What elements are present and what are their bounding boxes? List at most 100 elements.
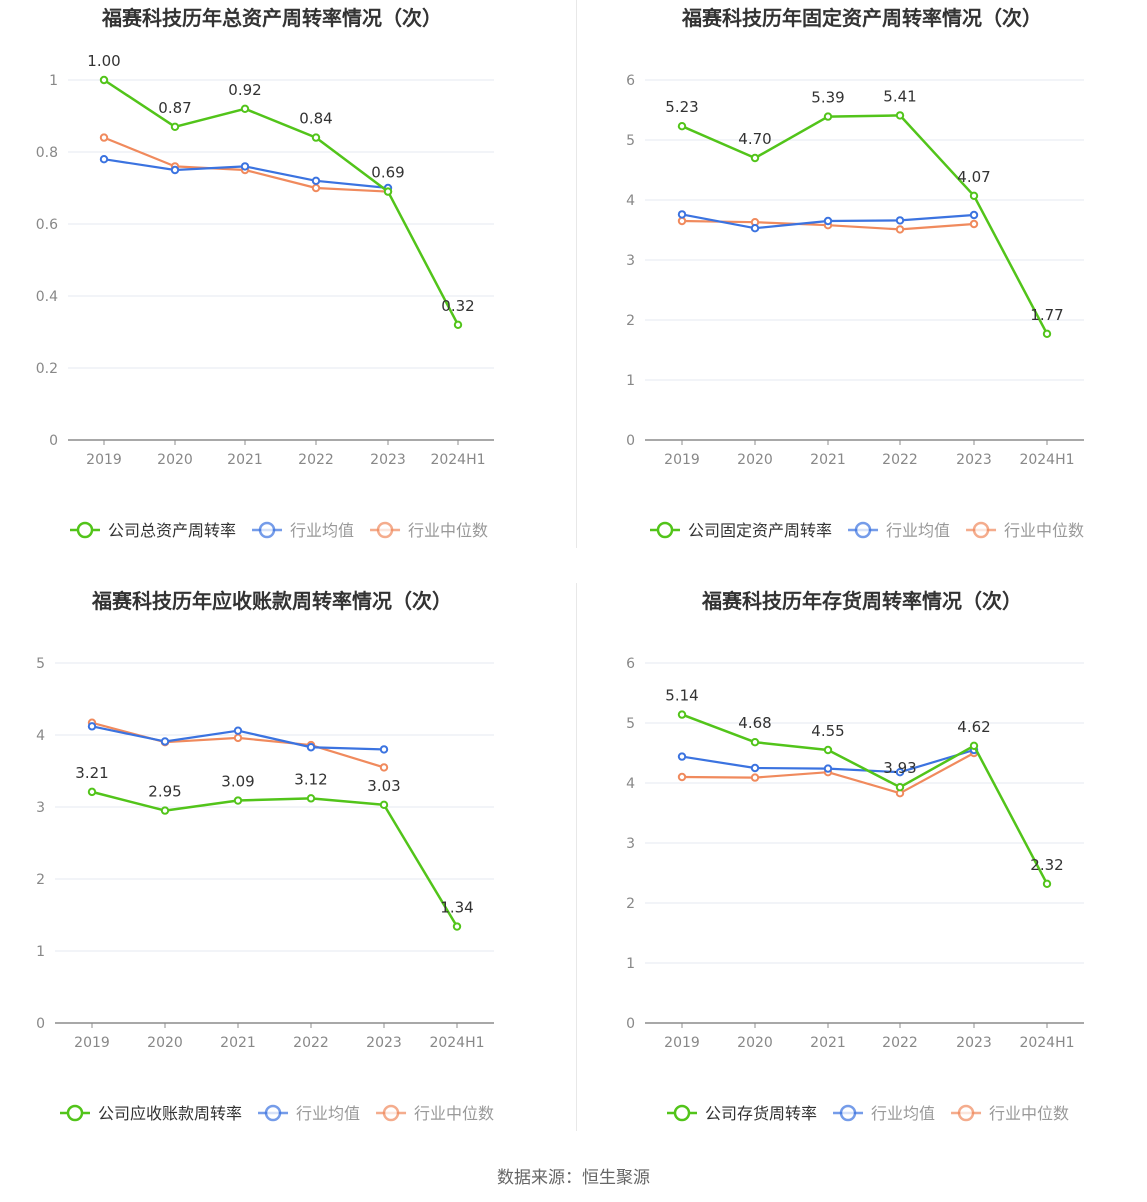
legend-marker: [839, 1104, 857, 1122]
data-point-median: [379, 763, 389, 772]
chart-4: 福赛科技历年存货周转率情况（次） 0 1 2 3 4 5 6 2019 2020 2021 2022 2…: [626, 589, 1084, 1123]
legend-item-median: 行业中位数: [966, 521, 1084, 540]
data-label: 5.14: [665, 687, 698, 705]
y-tick-label: 4: [626, 776, 635, 792]
data-label: 5.39: [811, 89, 844, 107]
series-line-company: [681, 713, 1049, 885]
data-point-company: [895, 111, 905, 120]
data-label: 5.41: [883, 87, 916, 105]
data-point-median: [233, 733, 243, 743]
legend-marker: [972, 521, 990, 539]
data-point-avg: [823, 216, 833, 226]
data-point-median: [895, 225, 905, 234]
series-avg: [99, 155, 393, 193]
y-tick-label: 3: [626, 253, 635, 269]
legend-item-median: 行业中位数: [376, 1104, 494, 1123]
x-tick-label: 2023: [956, 1035, 992, 1051]
data-point-company: [823, 745, 833, 755]
legend-item-company: 公司固定资产周转率: [650, 521, 832, 540]
chart-2: 福赛科技历年固定资产周转率情况（次） 0 1 2 3 4 5 6 2019 2020 2021 202…: [626, 6, 1084, 540]
legend-label: 行业中位数: [1004, 521, 1084, 540]
legend-label: 公司应收账款周转率: [98, 1104, 242, 1123]
x-tick-label: 2020: [737, 1035, 773, 1051]
y-tick-label: 0: [626, 433, 635, 449]
data-point-avg: [677, 752, 687, 761]
data-point-avg: [240, 162, 250, 171]
y-tick-label: 0: [36, 1016, 45, 1032]
data-source-note: 数据来源：恒生聚源: [497, 1168, 650, 1188]
legend-item-median: 行业中位数: [951, 1104, 1069, 1123]
x-tick-label: 2019: [86, 452, 122, 468]
legend-marker: [258, 521, 276, 539]
data-point-company: [383, 187, 393, 196]
data-point-company: [677, 710, 687, 719]
y-tick-label: 0.4: [36, 289, 58, 305]
data-point-company: [823, 112, 833, 121]
data-label: 0.92: [228, 81, 261, 99]
data-label: 4.07: [957, 168, 990, 186]
legend-marker: [66, 1104, 84, 1122]
series-company: 5.14 4.68 4.55 3.93 4.62 2.32: [665, 687, 1064, 888]
chart-1: 福赛科技历年总资产周转率情况（次） 0 0.2 0.4 0.6 0.8 1 2019 2020 2…: [36, 6, 494, 540]
legend-label: 行业中位数: [989, 1104, 1069, 1123]
legend-label: 行业均值: [290, 521, 354, 540]
y-tick-label: 2: [36, 872, 45, 888]
data-point-company: [306, 794, 316, 803]
data-point-company: [969, 741, 979, 750]
data-label: 5.23: [665, 98, 698, 116]
data-point-company: [969, 191, 979, 201]
legend-label: 行业均值: [296, 1104, 360, 1123]
data-point-company: [1042, 329, 1052, 338]
data-point-median: [677, 772, 687, 782]
legend-label: 行业中位数: [408, 521, 488, 540]
data-label: 4.62: [957, 718, 990, 736]
legend-marker: [76, 521, 94, 539]
data-label: 4.70: [738, 130, 771, 148]
legend: 公司固定资产周转率 行业均值 行业中位数: [650, 521, 1084, 540]
series-line-company: [681, 114, 1049, 335]
data-point-company: [453, 320, 463, 329]
data-point-median: [311, 183, 321, 193]
legend: 公司应收账款周转率 行业均值 行业中位数: [60, 1104, 494, 1123]
series-avg: [677, 745, 979, 777]
data-point-company: [895, 783, 905, 792]
y-tick-label: 0: [626, 1016, 635, 1032]
y-tick-label: 0: [49, 433, 58, 449]
data-point-avg: [750, 224, 760, 233]
data-label: 3.21: [75, 764, 108, 782]
data-point-company: [240, 104, 250, 114]
data-point-avg: [233, 726, 243, 735]
data-label: 3.93: [883, 759, 916, 777]
vertical-divider-top: [576, 0, 577, 548]
x-tick-label: 2022: [293, 1035, 329, 1051]
x-tick-label: 2020: [737, 452, 773, 468]
legend: 公司总资产周转率 行业均值 行业中位数: [70, 521, 488, 540]
legend-item-median: 行业中位数: [370, 521, 488, 540]
x-tick-label: 2019: [664, 452, 700, 468]
legend-item-avg: 行业均值: [833, 1104, 935, 1123]
data-point-company: [87, 787, 97, 797]
y-tick-label: 0.2: [36, 361, 58, 377]
y-tick-label: 3: [36, 800, 45, 816]
data-label: 2.95: [148, 783, 181, 801]
x-tick-label: 2024H1: [1019, 452, 1074, 468]
legend-item-company: 公司应收账款周转率: [60, 1104, 242, 1123]
vertical-divider-bottom: [576, 583, 577, 1131]
data-point-company: [452, 922, 462, 931]
chart-title: 福赛科技历年总资产周转率情况（次）: [101, 6, 442, 30]
x-tick-label: 2021: [810, 1035, 846, 1051]
y-tick-label: 4: [626, 193, 635, 209]
data-label: 3.03: [367, 777, 400, 795]
legend-item-avg: 行业均值: [252, 521, 354, 540]
chart-title: 福赛科技历年应收账款周转率情况（次）: [91, 589, 452, 613]
data-point-median: [99, 133, 109, 142]
x-tick-label: 2022: [882, 1035, 918, 1051]
data-label: 1.77: [1030, 306, 1063, 324]
y-tick-label: 2: [626, 313, 635, 329]
x-tick-label: 2024H1: [429, 1035, 484, 1051]
data-point-avg: [160, 737, 170, 746]
data-point-avg: [895, 768, 905, 777]
legend: 公司存货周转率 行业均值 行业中位数: [667, 1104, 1069, 1123]
data-label: 1.34: [440, 899, 473, 917]
series-company: 3.21 2.95 3.09 3.12 3.03 1.34: [75, 764, 474, 931]
